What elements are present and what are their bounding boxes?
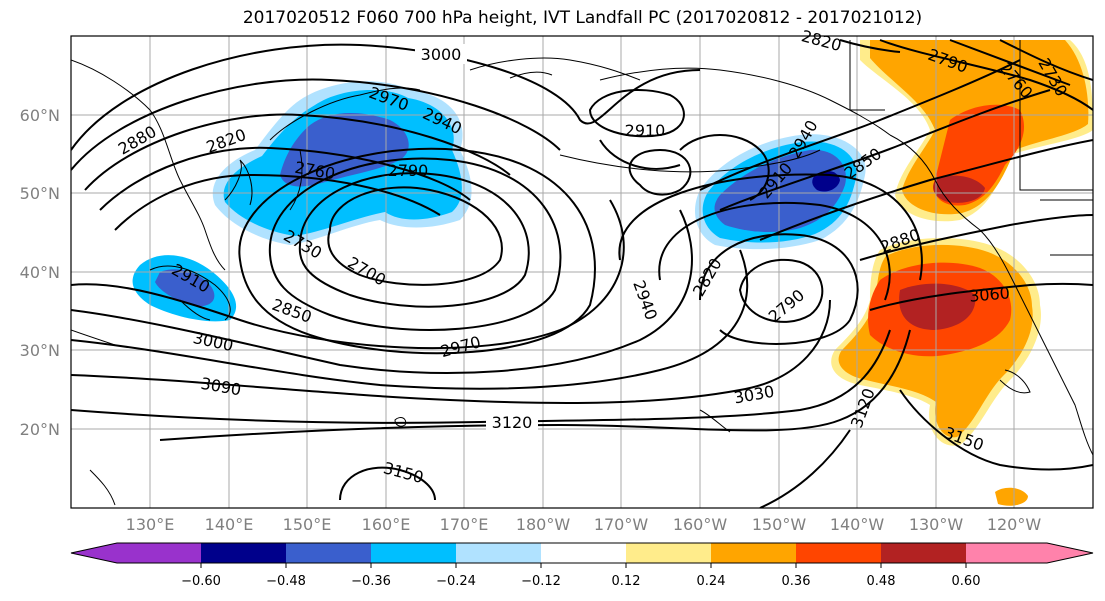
colorbar-segment	[371, 543, 456, 563]
colorbar-tick-label: −0.12	[521, 574, 561, 589]
colorbar-segment	[966, 543, 1093, 563]
shade-neg-japan-strong	[155, 269, 215, 307]
contour-label-bg	[415, 44, 467, 64]
map-title: 2017020512 F060 700 hPa height, IVT Land…	[242, 8, 923, 28]
colorbar-tick-label: 0.24	[697, 574, 726, 589]
lon-label: 130°W	[909, 515, 964, 534]
lon-label: 180°W	[516, 515, 571, 534]
shade-pos-south-max	[899, 283, 976, 330]
colorbar-ticks	[200, 563, 967, 568]
contour-label: 2790	[388, 161, 429, 180]
colorbar-tick-label: 0.48	[867, 574, 896, 589]
lon-label: 140°W	[830, 515, 885, 534]
colorbar-segment	[626, 543, 711, 563]
colorbar-segment	[71, 543, 201, 563]
colorbar-segment	[541, 543, 626, 563]
lon-label: 160°E	[362, 515, 411, 534]
contour-label: 3060	[968, 283, 1010, 305]
lat-label: 20°N	[20, 420, 60, 439]
contour-label: 2910	[625, 121, 666, 140]
colorbar-tick-label: −0.60	[181, 574, 221, 589]
colorbar-segment	[711, 543, 796, 563]
lat-label: 50°N	[20, 184, 60, 203]
shade-pos-north-max	[933, 175, 985, 203]
lon-label: 120°W	[987, 515, 1042, 534]
contour-label: 3120	[492, 413, 533, 432]
colorbar-tick-label: −0.24	[436, 574, 476, 589]
longitude-labels: 130°E 140°E 150°E 160°E 170°E 180°W 170°…	[126, 515, 1042, 534]
height-contours	[71, 39, 1093, 508]
contour-label-bg	[486, 412, 538, 432]
colorbar: −0.60 −0.48 −0.36 −0.24 −0.12 0.12 0.24 …	[70, 542, 1094, 589]
colorbar-tick-label: 0.12	[612, 574, 641, 589]
contour-label: 3000	[421, 45, 462, 64]
colorbar-tick-label: 0.36	[782, 574, 811, 589]
colorbar-outline	[70, 542, 1094, 564]
colorbar-segment	[881, 543, 966, 563]
shade-neg-goa-strong	[714, 149, 846, 232]
colorbar-tick-label: −0.36	[351, 574, 391, 589]
lat-label: 30°N	[20, 341, 60, 360]
colorbar-segment	[796, 543, 881, 563]
shade-neg-kamchatka-strong	[280, 113, 409, 187]
lon-label: 160°W	[673, 515, 728, 534]
colorbar-tick-label: 0.60	[952, 574, 981, 589]
lon-label: 150°E	[283, 515, 332, 534]
lon-label: 130°E	[126, 515, 175, 534]
colorbar-segment	[201, 543, 286, 563]
lon-label: 150°W	[752, 515, 807, 534]
lon-label: 140°E	[205, 515, 254, 534]
latitude-labels: 60°N 50°N 40°N 30°N 20°N	[20, 106, 60, 439]
lat-label: 40°N	[20, 263, 60, 282]
shade-pos-blob	[995, 487, 1028, 506]
lon-label: 170°W	[594, 515, 649, 534]
colorbar-segment	[286, 543, 371, 563]
coastlines	[71, 40, 1093, 506]
lon-label: 170°E	[440, 515, 489, 534]
colorbar-segment	[456, 543, 541, 563]
colorbar-tick-label: −0.48	[266, 574, 306, 589]
map-frame	[70, 35, 1094, 509]
lat-label: 60°N	[20, 106, 60, 125]
